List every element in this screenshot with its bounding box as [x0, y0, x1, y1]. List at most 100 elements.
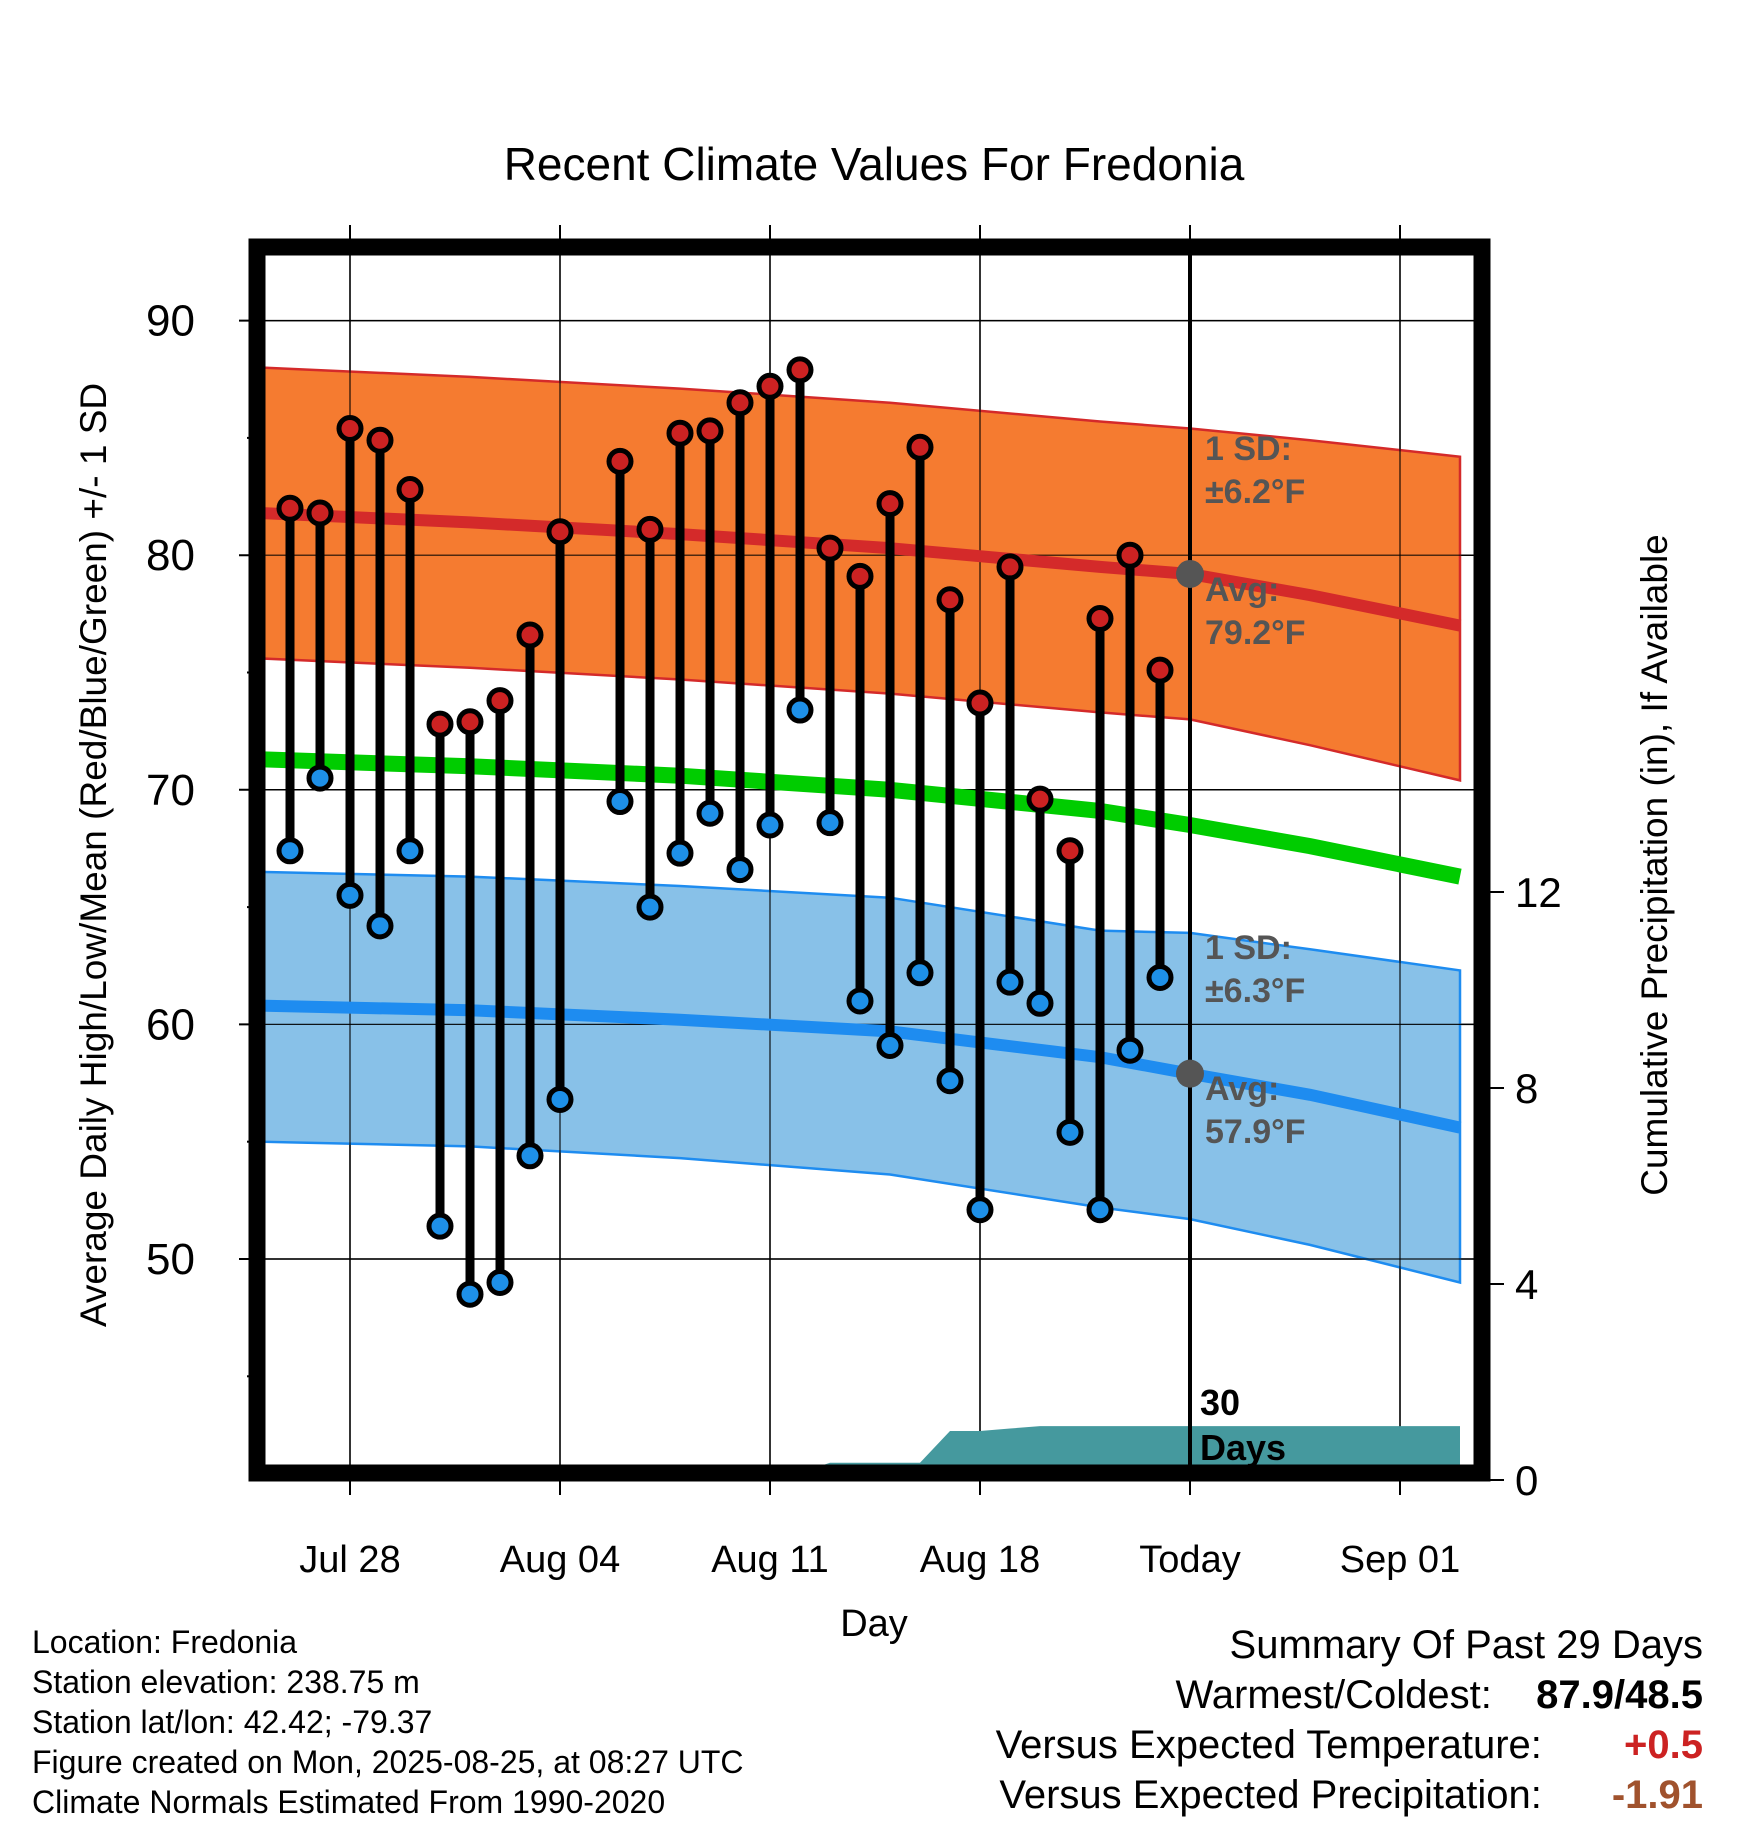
- x-tick-label: Aug 11: [711, 1539, 829, 1581]
- daily-low-point: [426, 1212, 454, 1240]
- daily-low-point: [1026, 989, 1054, 1017]
- x-tick-label: Aug 04: [500, 1539, 620, 1581]
- daily-low-point: [906, 959, 934, 987]
- daily-high-point: [306, 499, 334, 527]
- x-tick-label: Aug 18: [920, 1539, 1040, 1581]
- x-tick-label: Sep 01: [1340, 1539, 1460, 1581]
- daily-low-point: [966, 1196, 994, 1224]
- days-count-word: Days: [1200, 1427, 1286, 1468]
- daily-high-point: [816, 534, 844, 562]
- summary-heading: Summary Of Past 29 Days: [1229, 1623, 1703, 1667]
- station-info: Location: Fredonia Station elevation: 23…: [32, 1622, 744, 1822]
- daily-high-point: [906, 433, 934, 461]
- daily-low-point: [456, 1280, 484, 1308]
- daily-low-point: [276, 837, 304, 865]
- daily-high-point: [546, 518, 574, 546]
- today-high-avg-marker: [1176, 559, 1204, 588]
- precip-value: -1.91: [1611, 1773, 1703, 1817]
- daily-high-point: [1056, 837, 1084, 865]
- daily-high-point: [786, 356, 814, 384]
- daily-low-point: [546, 1085, 574, 1113]
- plot-frame: [248, 238, 1491, 1482]
- daily-high-point: [426, 710, 454, 738]
- warm-cold-value: 87.9/48.5: [1536, 1673, 1703, 1717]
- summary-precip: Versus Expected Precipitation: -1.91: [996, 1770, 1703, 1820]
- daily-high-point: [396, 476, 424, 504]
- y-axis-label: Average Daily High/Low/Mean (Red/Blue/Gr…: [73, 383, 114, 1327]
- daily-high-point: [516, 621, 544, 649]
- x-axis-label: Day: [840, 1603, 908, 1645]
- latlon-text: Station lat/lon: 42.42; -79.37: [32, 1704, 433, 1740]
- daily-low-point: [396, 837, 424, 865]
- daily-low-point: [606, 788, 634, 816]
- high-sd-value: ±6.2°F: [1205, 473, 1305, 511]
- daily-low-point: [786, 696, 814, 724]
- low-sd-value: ±6.3°F: [1205, 972, 1305, 1010]
- high-sd-label: 1 SD:: [1205, 430, 1292, 468]
- daily-low-point: [936, 1067, 964, 1095]
- daily-high-point: [876, 490, 904, 518]
- precip-area: [260, 1426, 1460, 1473]
- daily-high-point: [636, 515, 664, 543]
- daily-high-point: [1116, 541, 1144, 569]
- daily-low-point: [366, 912, 394, 940]
- elevation-text: Station elevation: 238.75 m: [32, 1664, 420, 1700]
- daily-high-point: [666, 419, 694, 447]
- location-text: Location: Fredonia: [32, 1624, 298, 1660]
- avg-mean-line: [259, 751, 1462, 885]
- warm-cold-label: Warmest/Coldest:: [1175, 1673, 1492, 1717]
- daily-high-point: [846, 562, 874, 590]
- daily-low-point: [816, 809, 844, 837]
- daily-high-point: [726, 389, 754, 417]
- daily-low-point: [516, 1142, 544, 1170]
- daily-high-point: [336, 415, 364, 443]
- daily-high-point: [606, 447, 634, 475]
- summary-temp: Versus Expected Temperature: +0.5: [996, 1720, 1703, 1770]
- low-avg-value: 57.9°F: [1205, 1113, 1306, 1151]
- daily-low-point: [1086, 1196, 1114, 1224]
- daily-high-point: [456, 708, 484, 736]
- x-tick-label: Today: [1139, 1539, 1240, 1581]
- chart-title: Recent Climate Values For Fredonia: [504, 138, 1245, 190]
- plot-area: 1 SD: ±6.2°F Avg: 79.2°F 1 SD: ±6.3°F Avg: 57.9…: [146, 225, 1562, 1581]
- y2-tick-label: 0: [1515, 1457, 1538, 1504]
- daily-high-point: [696, 417, 724, 445]
- daily-low-point: [666, 839, 694, 867]
- days-count-number: 30: [1200, 1382, 1240, 1423]
- daily-low-point: [336, 881, 364, 909]
- daily-high-point: [366, 426, 394, 454]
- daily-low-point: [996, 968, 1024, 996]
- daily-low-point: [1116, 1036, 1144, 1064]
- summary-panel: Summary Of Past 29 Days Warmest/Coldest:…: [996, 1620, 1703, 1820]
- daily-low-point: [756, 811, 784, 839]
- daily-high-point: [996, 553, 1024, 581]
- daily-low-point: [306, 764, 334, 792]
- daily-high-point: [1026, 785, 1054, 813]
- daily-high-point: [276, 494, 304, 522]
- temp-value: +0.5: [1624, 1723, 1703, 1767]
- low-avg-label: Avg:: [1205, 1070, 1279, 1108]
- y-tick-label: 80: [146, 531, 195, 580]
- y2-axis-label: Cumulative Precipitation (in), If Availa…: [1634, 534, 1675, 1196]
- daily-low-point: [1056, 1118, 1084, 1146]
- today-low-avg-marker: [1176, 1059, 1204, 1088]
- daily-low-point: [696, 799, 724, 827]
- low-sd-label: 1 SD:: [1205, 929, 1292, 967]
- daily-high-point: [936, 586, 964, 614]
- y-tick-label: 60: [146, 1000, 195, 1049]
- y-tick-label: 70: [146, 766, 195, 815]
- daily-high-point: [1086, 605, 1114, 633]
- daily-low-point: [486, 1268, 514, 1296]
- daily-high-point: [756, 372, 784, 400]
- created-text: Figure created on Mon, 2025-08-25, at 08…: [32, 1744, 744, 1780]
- y-tick-label: 90: [146, 297, 195, 346]
- x-tick-label: Jul 28: [299, 1539, 400, 1581]
- daily-low-point: [636, 893, 664, 921]
- precip-label: Versus Expected Precipitation:: [999, 1773, 1542, 1817]
- temp-label: Versus Expected Temperature:: [995, 1723, 1542, 1767]
- daily-low-point: [1146, 963, 1174, 991]
- y2-tick-label: 12: [1515, 869, 1562, 916]
- daily-low-point: [846, 987, 874, 1015]
- y-tick-label: 50: [146, 1235, 195, 1284]
- y2-tick-label: 4: [1515, 1261, 1538, 1308]
